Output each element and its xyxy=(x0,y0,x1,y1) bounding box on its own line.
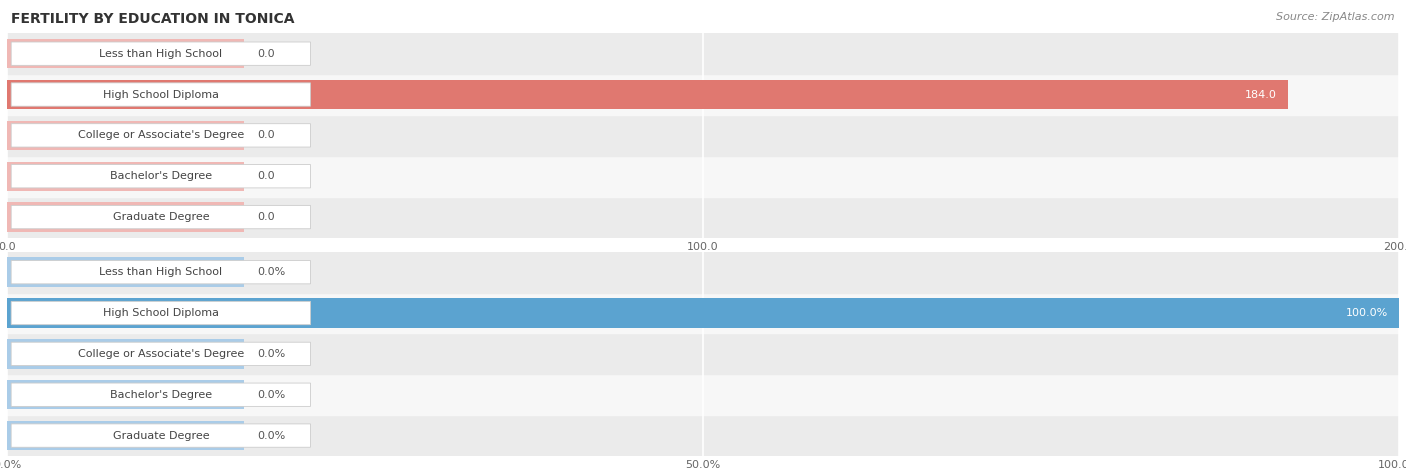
Text: Less than High School: Less than High School xyxy=(100,48,222,59)
Bar xyxy=(7,121,243,150)
Text: High School Diploma: High School Diploma xyxy=(103,308,219,318)
Text: 0.0: 0.0 xyxy=(257,48,276,59)
Bar xyxy=(7,80,1288,109)
Text: Graduate Degree: Graduate Degree xyxy=(112,212,209,222)
Text: 0.0%: 0.0% xyxy=(257,349,285,359)
FancyBboxPatch shape xyxy=(11,260,311,284)
Bar xyxy=(7,202,243,232)
Bar xyxy=(7,115,1399,156)
Bar xyxy=(7,374,1399,415)
Bar xyxy=(7,380,243,409)
FancyBboxPatch shape xyxy=(11,424,311,447)
Text: 184.0: 184.0 xyxy=(1244,89,1277,100)
FancyBboxPatch shape xyxy=(11,383,311,407)
FancyBboxPatch shape xyxy=(11,301,311,325)
Text: Bachelor's Degree: Bachelor's Degree xyxy=(110,171,212,181)
Bar xyxy=(7,252,1399,293)
Text: High School Diploma: High School Diploma xyxy=(103,89,219,100)
Text: 100.0%: 100.0% xyxy=(1346,308,1388,318)
Text: FERTILITY BY EDUCATION IN TONICA: FERTILITY BY EDUCATION IN TONICA xyxy=(11,12,295,26)
Bar xyxy=(7,333,1399,374)
FancyBboxPatch shape xyxy=(11,42,311,66)
Text: 0.0: 0.0 xyxy=(257,130,276,141)
Text: 0.0%: 0.0% xyxy=(257,267,285,277)
Text: 0.0: 0.0 xyxy=(257,212,276,222)
Bar xyxy=(7,39,243,68)
Bar xyxy=(7,293,1399,333)
Bar xyxy=(7,156,1399,197)
Text: Less than High School: Less than High School xyxy=(100,267,222,277)
Bar xyxy=(7,421,243,450)
Text: Source: ZipAtlas.com: Source: ZipAtlas.com xyxy=(1277,12,1395,22)
FancyBboxPatch shape xyxy=(11,342,311,366)
Text: College or Associate's Degree: College or Associate's Degree xyxy=(77,130,245,141)
Text: 0.0: 0.0 xyxy=(257,171,276,181)
Bar xyxy=(7,33,1399,74)
Text: Bachelor's Degree: Bachelor's Degree xyxy=(110,390,212,400)
Text: 0.0%: 0.0% xyxy=(257,390,285,400)
Text: 0.0%: 0.0% xyxy=(257,430,285,441)
Bar xyxy=(7,339,243,369)
FancyBboxPatch shape xyxy=(11,83,311,106)
Text: Graduate Degree: Graduate Degree xyxy=(112,430,209,441)
FancyBboxPatch shape xyxy=(11,124,311,147)
Bar xyxy=(7,298,1399,328)
FancyBboxPatch shape xyxy=(11,205,311,229)
Bar xyxy=(7,257,243,287)
Bar xyxy=(7,415,1399,456)
Bar xyxy=(7,162,243,191)
Text: College or Associate's Degree: College or Associate's Degree xyxy=(77,349,245,359)
Bar xyxy=(7,74,1399,115)
Bar xyxy=(7,197,1399,238)
FancyBboxPatch shape xyxy=(11,164,311,188)
